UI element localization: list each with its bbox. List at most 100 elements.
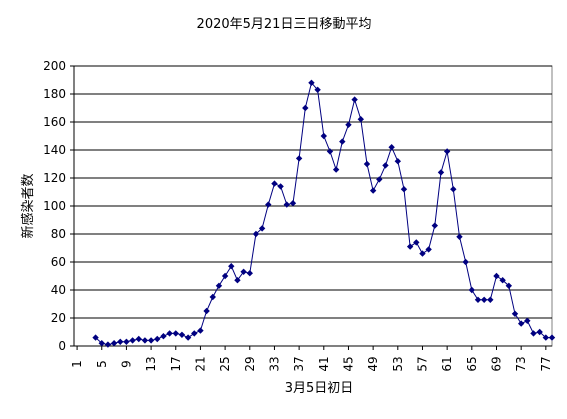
data-series xyxy=(92,79,556,348)
data-point xyxy=(332,166,340,173)
data-point xyxy=(302,104,309,112)
data-point xyxy=(376,176,383,183)
axes: 0 20 40 60 80 100 120 140 160 180 200 1 5 9 13 17 21 25 29… xyxy=(43,59,553,372)
data-point xyxy=(314,86,321,93)
x-tick-label: 5 xyxy=(95,360,109,368)
data-point xyxy=(536,328,543,336)
data-point xyxy=(431,222,439,229)
x-tick-label: 57 xyxy=(415,356,429,371)
data-point xyxy=(462,258,469,266)
y-tick-label: 140 xyxy=(43,143,66,157)
data-point xyxy=(246,270,253,277)
x-tick-label: 37 xyxy=(292,356,306,371)
data-point xyxy=(308,79,315,86)
data-point xyxy=(271,180,278,187)
data-point xyxy=(184,334,192,341)
data-point xyxy=(203,307,210,315)
data-point xyxy=(258,225,266,232)
data-point xyxy=(240,268,247,275)
x-tick-label: 53 xyxy=(391,356,405,371)
data-point xyxy=(517,320,525,327)
data-point xyxy=(117,338,124,345)
data-point xyxy=(369,187,377,194)
data-point xyxy=(283,201,290,208)
data-point xyxy=(252,230,260,238)
x-tick-label: 29 xyxy=(243,356,257,371)
y-tick-label: 20 xyxy=(51,311,66,325)
data-point xyxy=(147,337,155,344)
data-point xyxy=(166,330,173,337)
y-tick-label: 60 xyxy=(51,255,66,269)
x-tick-label: 49 xyxy=(366,356,380,371)
x-tick-label: 21 xyxy=(193,356,207,371)
x-tick-label: 33 xyxy=(267,356,281,371)
data-point xyxy=(295,155,303,162)
x-tick-label: 9 xyxy=(119,360,133,368)
data-point xyxy=(524,317,531,324)
data-point xyxy=(548,334,556,341)
data-point xyxy=(468,286,476,294)
data-point xyxy=(160,333,167,340)
x-tick-label: 45 xyxy=(341,356,355,371)
data-point xyxy=(209,293,216,301)
data-point xyxy=(221,272,229,280)
data-point xyxy=(141,337,149,344)
data-point xyxy=(228,263,235,270)
data-point xyxy=(351,96,358,103)
x-tick-label: 41 xyxy=(317,356,331,371)
x-tick-label: 77 xyxy=(539,356,553,371)
chart-title: 2020年5月21日三日移動平均 xyxy=(197,17,372,32)
x-axis-label: 3月5日初日 xyxy=(285,381,354,396)
data-point xyxy=(339,138,346,145)
x-tick-label: 1 xyxy=(70,360,84,368)
data-point xyxy=(277,183,284,190)
data-point xyxy=(413,239,420,246)
data-point xyxy=(92,334,99,341)
data-point xyxy=(357,116,364,123)
data-point xyxy=(178,331,186,338)
data-point xyxy=(104,341,112,348)
gridlines xyxy=(74,65,552,319)
y-tick-label: 200 xyxy=(43,59,66,73)
data-point xyxy=(400,186,408,193)
data-point xyxy=(474,296,482,303)
data-point xyxy=(388,144,395,151)
data-point xyxy=(215,282,223,289)
data-point xyxy=(234,277,241,284)
data-point xyxy=(123,338,130,345)
x-tick-label: 65 xyxy=(465,356,479,371)
data-point xyxy=(487,296,494,303)
x-tick-label: 69 xyxy=(489,356,503,371)
data-point xyxy=(511,310,519,317)
data-point xyxy=(320,132,327,140)
data-point xyxy=(406,243,414,250)
data-point xyxy=(98,340,105,347)
data-point xyxy=(191,330,198,337)
data-point xyxy=(493,272,500,280)
data-point xyxy=(382,162,389,169)
data-point xyxy=(499,277,506,284)
data-point xyxy=(345,121,352,128)
data-point xyxy=(129,337,136,344)
y-tick-label: 160 xyxy=(43,115,66,129)
data-point xyxy=(172,330,179,337)
data-point xyxy=(437,169,445,176)
data-point xyxy=(265,201,272,208)
data-point xyxy=(154,335,161,343)
y-tick-label: 180 xyxy=(43,87,66,101)
data-point xyxy=(419,250,426,257)
data-point xyxy=(197,327,204,334)
data-point xyxy=(530,330,537,337)
x-tick-label: 25 xyxy=(218,356,232,371)
data-point xyxy=(394,158,402,165)
data-point xyxy=(289,200,297,207)
x-tick-label: 73 xyxy=(514,356,528,371)
y-axis-label: 新感染者数 xyxy=(20,173,36,238)
data-point xyxy=(480,296,488,303)
y-tick-label: 0 xyxy=(58,339,66,353)
y-tick-label: 40 xyxy=(51,283,66,297)
data-point xyxy=(443,148,451,155)
data-point xyxy=(425,246,432,253)
